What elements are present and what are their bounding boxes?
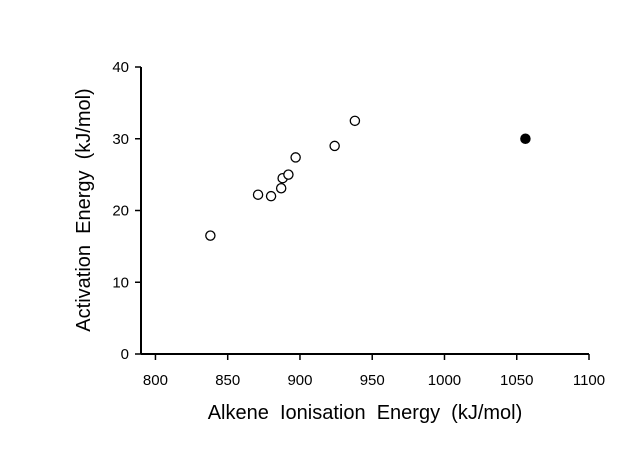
open-data-point: [349, 115, 361, 127]
x-ticks: 800 850 900 950 1000 1050 1100: [143, 354, 605, 389]
open-data-point: [205, 230, 216, 241]
data-points: [205, 115, 531, 241]
open-data-point: [265, 190, 277, 202]
x-tick-label: 1100: [573, 372, 605, 389]
y-tick-label: 0: [121, 346, 129, 363]
x-axis-title: Alkene Ionisation Energy (kJ/mol): [208, 402, 523, 424]
y-tick-label: 10: [112, 274, 129, 291]
open-data-point: [283, 169, 294, 180]
y-tick-label: 40: [112, 59, 129, 76]
x-tick-label: 900: [287, 372, 312, 389]
open-data-point: [329, 140, 340, 152]
filled-data-point: [520, 133, 531, 144]
y-tick-label: 30: [112, 131, 129, 148]
x-tick-label: 800: [143, 372, 168, 389]
x-tick-label: 1050: [500, 372, 533, 389]
x-tick-label: 1000: [428, 372, 461, 389]
x-tick-label: 850: [215, 372, 240, 389]
open-data-point: [252, 189, 264, 200]
y-tick-label: 20: [112, 203, 129, 220]
y-ticks: 0 10 20 30 40: [112, 59, 141, 363]
open-data-point: [275, 183, 287, 194]
x-tick-label: 950: [360, 372, 385, 389]
open-data-point: [290, 152, 301, 163]
axes: [140, 67, 589, 355]
y-axis-title: Activation Energy (kJ/mol): [73, 88, 95, 331]
